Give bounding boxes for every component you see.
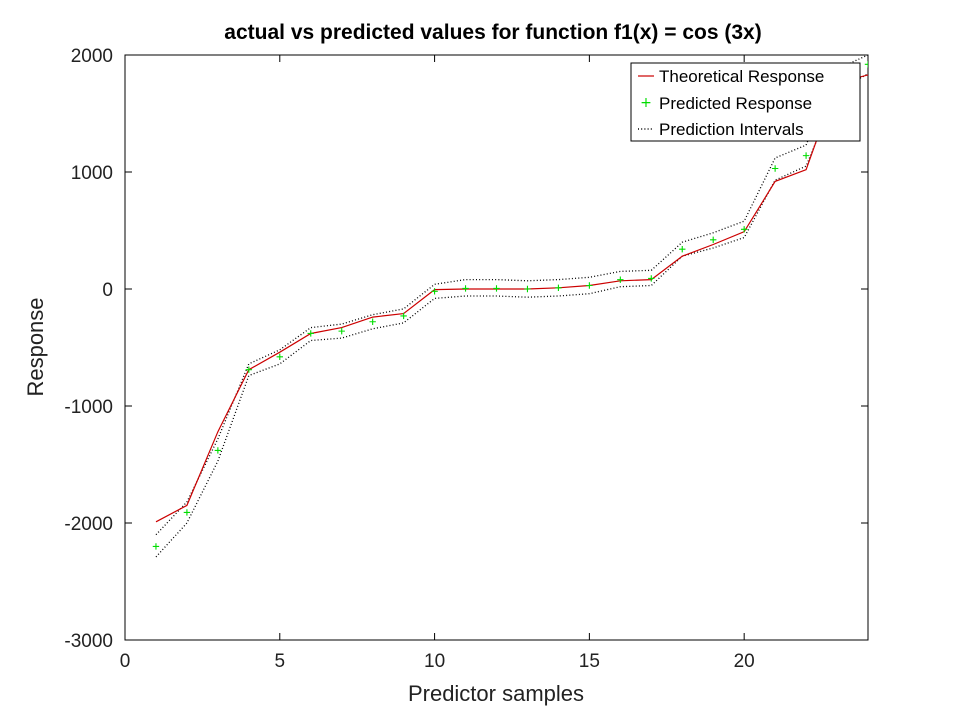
predicted-point bbox=[245, 366, 253, 373]
x-tick-label: 0 bbox=[120, 651, 131, 672]
x-tick-label: 10 bbox=[424, 651, 445, 672]
predicted-point bbox=[400, 312, 407, 320]
predicted-point bbox=[307, 330, 314, 337]
axis-ticks: 0 5 10 15 20 -3000 -2000 -1000 0 1000 2000 bbox=[64, 46, 868, 672]
y-tick-label: 1000 bbox=[71, 163, 113, 184]
series-prediction-lower bbox=[155, 73, 868, 558]
y-tick-label: 2000 bbox=[71, 46, 113, 67]
predicted-point bbox=[710, 236, 717, 244]
predicted-point bbox=[648, 275, 655, 282]
legend-label-predicted: Predicted Response bbox=[659, 94, 812, 113]
predicted-point bbox=[740, 226, 748, 233]
series-prediction-upper bbox=[155, 55, 868, 536]
x-tick-label: 5 bbox=[275, 651, 286, 672]
predicted-point bbox=[276, 353, 283, 361]
y-tick-label: -3000 bbox=[64, 631, 113, 652]
predicted-point bbox=[617, 276, 624, 283]
x-axis-label: Predictor samples bbox=[408, 681, 584, 706]
predicted-point bbox=[679, 246, 686, 253]
predicted-point bbox=[338, 327, 345, 335]
legend-box bbox=[630, 62, 861, 142]
plot-series bbox=[152, 55, 868, 558]
legend-label-theoretical: Theoretical Response bbox=[659, 67, 824, 86]
predicted-point bbox=[771, 165, 779, 172]
legend-swatch-predicted: + bbox=[640, 95, 652, 111]
x-tick-label: 20 bbox=[734, 651, 755, 672]
y-tick-label: -1000 bbox=[64, 397, 113, 418]
plot-area bbox=[124, 54, 869, 641]
legend: Theoretical Response + Predicted Respons… bbox=[630, 62, 861, 142]
predicted-point bbox=[369, 318, 376, 325]
predicted-point bbox=[555, 284, 562, 292]
predicted-point bbox=[152, 543, 160, 550]
predicted-point bbox=[431, 288, 438, 295]
plot-clip-group bbox=[152, 55, 868, 558]
predicted-point bbox=[462, 285, 469, 292]
predicted-point bbox=[214, 447, 222, 454]
predicted-point bbox=[183, 509, 191, 516]
x-tick-label: 15 bbox=[579, 651, 600, 672]
predicted-point bbox=[586, 282, 593, 289]
series-theoretical-response bbox=[155, 74, 868, 523]
y-axis-label: Response bbox=[23, 297, 48, 396]
chart-title: actual vs predicted values for function … bbox=[224, 21, 761, 44]
legend-label-intervals: Prediction Intervals bbox=[659, 120, 804, 139]
predicted-point bbox=[864, 61, 868, 68]
predicted-point bbox=[802, 152, 810, 159]
predicted-point bbox=[493, 285, 500, 292]
y-tick-label: 0 bbox=[102, 280, 113, 301]
y-tick-label: -2000 bbox=[64, 514, 113, 535]
predicted-point bbox=[524, 285, 531, 293]
